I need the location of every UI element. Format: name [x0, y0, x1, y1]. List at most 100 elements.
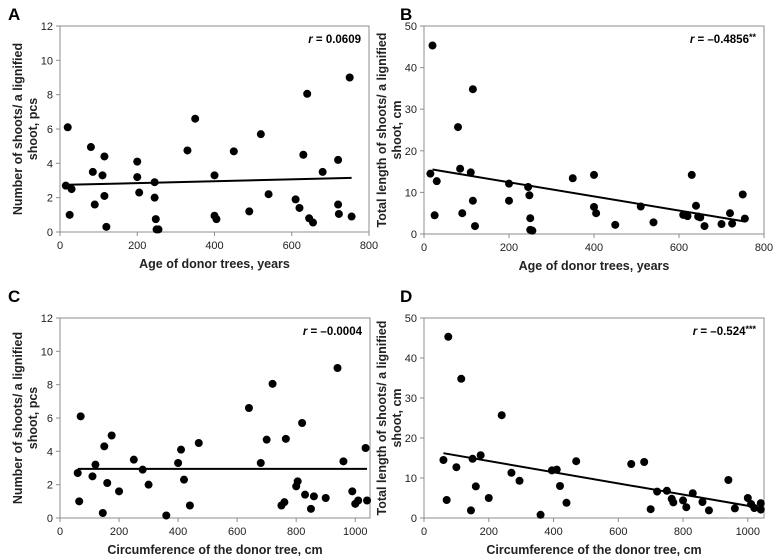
panel-letter: B	[400, 5, 412, 24]
data-point	[280, 498, 289, 507]
data-point	[562, 498, 571, 507]
data-point	[452, 463, 461, 472]
data-point	[471, 482, 480, 491]
panel-b: B 0 10 20 30 40 50 0 200 400 600 800 Age of donor tr…	[375, 5, 773, 273]
x-tick-label: 400	[169, 526, 187, 538]
data-point	[268, 379, 277, 388]
data-point	[174, 459, 183, 467]
significance-stars: **	[749, 32, 757, 42]
data-point	[67, 185, 76, 194]
data-point	[333, 364, 342, 372]
x-tick-label: 400	[205, 240, 223, 252]
data-point	[428, 41, 437, 50]
data-point	[347, 212, 356, 221]
data-point	[444, 332, 453, 341]
data-point	[91, 460, 100, 469]
data-point	[281, 434, 290, 443]
x-tick-label: 1000	[343, 526, 367, 538]
panel-a: A 0 2 4 6 8 10 12 0 200 400 600 800 Age of donor tree…	[8, 5, 378, 271]
y-tick-label: 20	[405, 433, 417, 445]
x-tick-label: 200	[110, 526, 128, 538]
correlation-symbol: r	[303, 326, 308, 338]
y-axis-label-line: shoot, cm	[390, 388, 404, 447]
x-tick-label: 800	[755, 242, 773, 254]
data-point	[552, 465, 561, 474]
data-point	[505, 196, 513, 205]
data-point	[636, 202, 645, 211]
data-point	[568, 174, 577, 183]
y-tick-label: 50	[405, 21, 417, 33]
x-tick-label: 800	[287, 526, 305, 538]
data-point	[100, 442, 109, 451]
y-axis-label: Number of shoots/ a lignifiedshoot, pcs	[11, 332, 40, 504]
y-axis-label: Total length of shoots/ a lignifiedshoot…	[375, 33, 404, 228]
data-point	[700, 222, 709, 231]
data-point	[306, 504, 315, 513]
data-point	[191, 114, 200, 123]
data-point	[63, 123, 72, 132]
data-point	[133, 173, 142, 182]
data-point	[726, 209, 734, 218]
data-point	[590, 202, 598, 211]
y-tick-label: 4	[47, 446, 53, 458]
data-point	[679, 496, 688, 505]
data-point	[115, 487, 124, 496]
data-point	[301, 490, 310, 499]
panel-letter: D	[400, 287, 412, 306]
y-tick-label: 12	[41, 21, 53, 33]
data-point	[76, 412, 85, 421]
x-tick-label: 400	[585, 242, 603, 254]
y-tick-label: 6	[47, 124, 53, 136]
correlation-symbol: r	[308, 34, 313, 46]
correlation-value: = –0.0004	[307, 326, 362, 338]
y-axis-label-line: Total length of shoots/ a lignified	[375, 33, 389, 228]
data-point	[245, 207, 254, 216]
data-point	[653, 487, 662, 496]
data-point	[256, 130, 265, 139]
trend-line	[67, 176, 352, 186]
data-point	[151, 215, 160, 224]
data-point	[683, 212, 692, 221]
data-point	[743, 494, 752, 502]
data-point	[468, 196, 477, 205]
correlation-symbol: r	[693, 326, 698, 338]
data-point	[73, 469, 82, 477]
data-point	[728, 219, 737, 228]
data-point	[133, 157, 142, 166]
data-point	[649, 218, 658, 227]
data-point	[698, 498, 707, 506]
y-axis-label-line: Total length of shoots/ a lignified	[375, 321, 389, 516]
y-tick-label: 30	[405, 104, 417, 116]
data-point	[194, 439, 203, 447]
x-axis-label: Circumference of the donor tree, cm	[107, 543, 322, 557]
x-tick-label: 600	[283, 240, 301, 252]
correlation-label: r = 0.0609	[308, 34, 361, 46]
y-tick-label: 30	[405, 393, 417, 405]
correlation-symbol: r	[690, 34, 695, 46]
data-point	[526, 214, 535, 223]
panel-letter: C	[8, 287, 20, 306]
data-point	[442, 496, 451, 504]
significance-stars: ***	[745, 324, 756, 334]
panel-d: D 0 10 20 30 40 50 0 200 400 600 800 1000 Circumferen…	[375, 287, 765, 557]
data-point	[515, 476, 524, 485]
data-point	[458, 209, 467, 218]
data-point	[309, 492, 318, 501]
data-point	[244, 404, 253, 412]
y-tick-label: 0	[411, 513, 417, 525]
y-tick-label: 6	[47, 413, 53, 425]
x-tick-label: 400	[544, 526, 562, 538]
data-point	[177, 445, 186, 454]
data-point	[144, 480, 153, 489]
x-axis-label: Age of donor trees, years	[139, 257, 290, 271]
data-point	[426, 169, 435, 178]
correlation-label: r = –0.0004	[303, 326, 363, 338]
data-point	[299, 150, 308, 159]
data-point	[505, 179, 513, 188]
data-point	[730, 504, 739, 513]
x-tick-label: 600	[609, 526, 627, 538]
data-point	[688, 489, 697, 498]
data-point	[229, 147, 238, 156]
data-point	[738, 190, 747, 199]
